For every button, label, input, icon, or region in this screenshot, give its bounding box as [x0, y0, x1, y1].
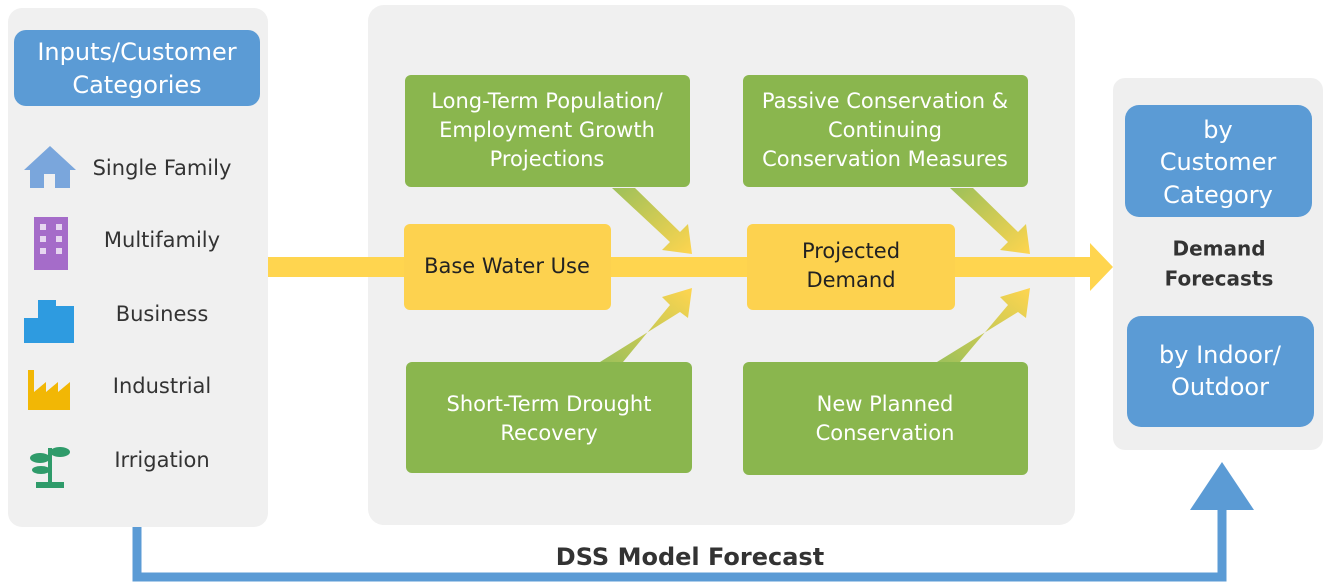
projected-text: Demand: [806, 268, 895, 292]
business-icon: [24, 300, 74, 343]
factor-text: Employment Growth: [439, 118, 655, 142]
inputs-title-box: [14, 30, 260, 106]
factor-box: [406, 362, 692, 473]
factor-text: Short-Term Drought: [447, 392, 652, 416]
inputs-panel: [8, 8, 268, 527]
outputs-label: Demand: [1172, 237, 1265, 261]
output-text: Category: [1163, 181, 1273, 209]
factor-text: Passive Conservation &: [762, 89, 1008, 113]
factor-text: Conservation Measures: [762, 147, 1008, 171]
inputs-title: Categories: [72, 71, 201, 99]
house-icon: [24, 146, 76, 188]
output-box: [1125, 105, 1312, 217]
category-label: Industrial: [113, 374, 212, 398]
factor-arrows: [600, 188, 1030, 362]
category-label: Single Family: [93, 156, 232, 180]
output-text: by Indoor/: [1159, 341, 1282, 369]
base-text: Base Water Use: [424, 254, 590, 278]
output-box: [1127, 316, 1314, 427]
factor-box: [405, 75, 690, 187]
inputs-title: Inputs/Customer: [37, 38, 236, 66]
bottom-label: DSS Model Forecast: [556, 543, 824, 571]
factor-box: [743, 362, 1028, 475]
factor-box: [743, 75, 1028, 187]
bottom-arrowhead: [1190, 462, 1254, 510]
projected-text: Projected: [802, 239, 900, 263]
apartment-icon: [34, 217, 68, 270]
bottom-arrow: [132, 505, 1227, 582]
category-label: Business: [116, 302, 209, 326]
main-arrow: [268, 243, 1113, 291]
base-box: [404, 224, 611, 310]
output-text: Customer: [1160, 148, 1277, 176]
plant-icon: [30, 447, 70, 488]
projected-box: [747, 224, 955, 310]
factor-text: New Planned: [817, 392, 954, 416]
output-text: Outdoor: [1171, 373, 1269, 401]
factor-text: Long-Term Population/: [431, 89, 663, 113]
factor-text: Continuing: [828, 118, 942, 142]
factor-text: Projections: [490, 147, 605, 171]
outputs-label: Forecasts: [1165, 267, 1274, 291]
factor-text: Recovery: [500, 421, 597, 445]
output-text: by: [1203, 116, 1232, 144]
factory-icon: [28, 370, 70, 410]
category-label: Multifamily: [104, 228, 220, 252]
category-label: Irrigation: [114, 448, 209, 472]
factor-text: Conservation: [816, 421, 955, 445]
